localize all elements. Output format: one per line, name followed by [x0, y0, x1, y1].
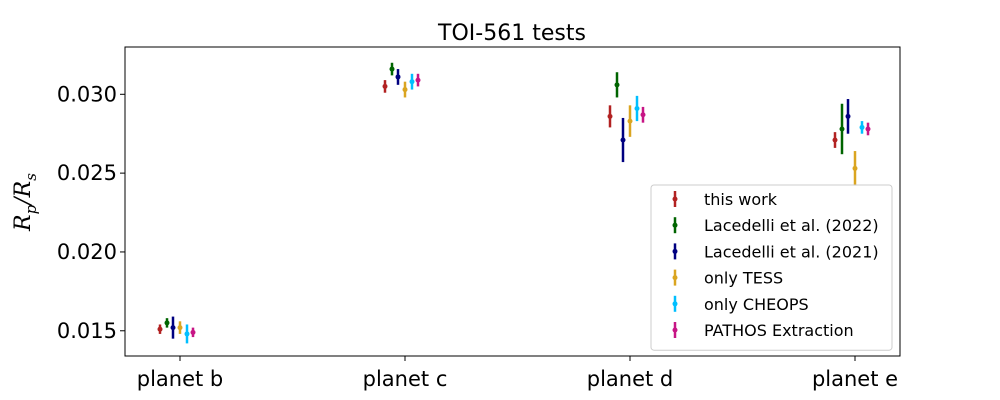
y-tick-label: 0.020	[57, 240, 117, 264]
y-tick-label: 0.025	[57, 161, 117, 185]
data-point	[839, 126, 845, 132]
data-point	[409, 79, 415, 85]
plot-area: 0.015 0.020 0.025 0.030 planet b planet c plan…	[57, 46, 901, 391]
y-tick-label: 0.015	[57, 319, 117, 343]
data-point	[184, 331, 190, 337]
x-tick-label: planet e	[812, 367, 898, 391]
legend-box	[650, 184, 893, 351]
legend: this work Lacedelli et al. (2022) Lacedell…	[650, 184, 893, 351]
data-point	[415, 77, 421, 83]
data-point	[627, 118, 633, 124]
x-tick-label: planet b	[137, 367, 224, 391]
y-tick-label: 0.030	[57, 82, 117, 106]
data-point	[640, 112, 646, 118]
legend-marker-dot	[672, 196, 678, 202]
axes-frame	[124, 46, 901, 357]
data-point	[170, 325, 176, 331]
data-point	[190, 329, 196, 335]
data-point	[157, 326, 163, 332]
data-point	[865, 126, 871, 132]
legend-marker-dot	[672, 275, 678, 281]
x-tick-label: planet c	[363, 367, 448, 391]
data-point	[395, 74, 401, 80]
data-point	[832, 137, 838, 143]
x-tick-label: planet d	[587, 367, 674, 391]
legend-marker-dot	[672, 327, 678, 333]
legend-marker-dot	[672, 248, 678, 254]
data-point	[607, 113, 613, 119]
data-point	[402, 87, 408, 93]
data-point	[164, 320, 170, 326]
data-point	[614, 82, 620, 88]
legend-label: only TESS	[704, 269, 783, 288]
y-axis-label: Rp/Rs	[11, 173, 40, 232]
legend-marker-dot	[672, 301, 678, 307]
svg-text:Rp/Rs: Rp/Rs	[11, 173, 40, 232]
chart-title: TOI-561 tests	[437, 21, 586, 46]
data-point	[859, 124, 865, 130]
data-point	[852, 165, 858, 171]
legend-marker-dot	[672, 222, 678, 228]
data-point	[634, 105, 640, 111]
legend-label: this work	[704, 190, 778, 209]
data-point	[177, 325, 183, 331]
legend-label: Lacedelli et al. (2022)	[704, 216, 879, 235]
legend-label: only CHEOPS	[704, 295, 809, 314]
legend-label: PATHOS Extraction	[704, 321, 854, 340]
data-point	[382, 83, 388, 89]
data-point	[620, 137, 626, 143]
data-point	[389, 66, 395, 72]
legend-label: Lacedelli et al. (2021)	[704, 242, 879, 261]
data-point	[845, 113, 851, 119]
